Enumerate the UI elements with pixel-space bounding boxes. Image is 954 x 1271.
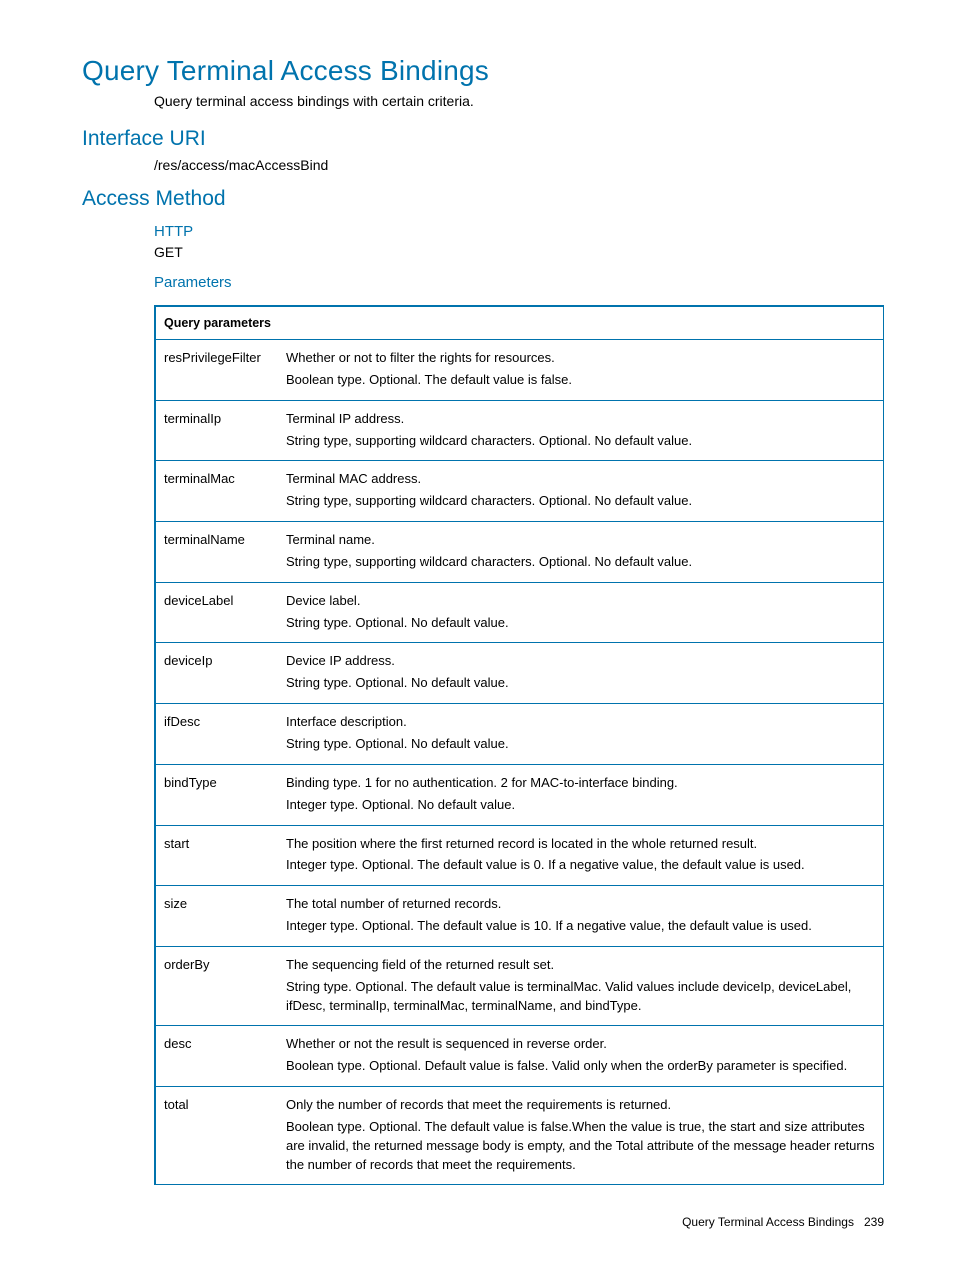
- table-row: sizeThe total number of returned records…: [156, 886, 883, 947]
- table-row: orderBy The sequencing field of the retur…: [156, 946, 883, 1026]
- table-row: bindType Binding type. 1 for no authentic…: [156, 764, 883, 825]
- parameters-heading: Parameters: [154, 274, 884, 291]
- param-description: Device label. String type. Optional. No d…: [278, 582, 883, 643]
- param-desc-line1: Terminal MAC address.: [286, 470, 875, 489]
- intro-text: Query terminal access bindings with cert…: [154, 93, 884, 109]
- param-name: total: [156, 1087, 278, 1185]
- footer-title: Query Terminal Access Bindings: [682, 1215, 854, 1229]
- param-name: resPrivilegeFilter: [156, 340, 278, 401]
- param-name: terminalMac: [156, 461, 278, 522]
- param-desc-line2: String type. Optional. No default value.: [286, 674, 875, 693]
- param-desc-line1: Whether or not the result is sequenced i…: [286, 1035, 875, 1054]
- table-row: terminalMac Terminal MAC address. String t…: [156, 461, 883, 522]
- param-desc-line1: The sequencing field of the returned res…: [286, 956, 875, 975]
- page-footer: Query Terminal Access Bindings 239: [82, 1215, 884, 1229]
- param-description: Only the number of records that meet the…: [278, 1087, 883, 1185]
- param-desc-line1: The total number of returned records.: [286, 895, 875, 914]
- param-desc-line2: String type, supporting wildcard charact…: [286, 492, 875, 511]
- param-name: ifDesc: [156, 704, 278, 765]
- param-desc-line2: Integer type. Optional. No default value…: [286, 796, 875, 815]
- param-description: The position where the first returned re…: [278, 825, 883, 886]
- param-name: deviceIp: [156, 643, 278, 704]
- param-name: terminalIp: [156, 400, 278, 461]
- param-description: Terminal MAC address. String type, suppor…: [278, 461, 883, 522]
- param-description: Interface description. String type. Optio…: [278, 704, 883, 765]
- param-desc-line2: String type, supporting wildcard charact…: [286, 553, 875, 572]
- section-interface-uri-heading: Interface URI: [82, 127, 884, 151]
- table-row: total Only the number of records that mee…: [156, 1087, 883, 1185]
- param-description: Binding type. 1 for no authentication. 2…: [278, 764, 883, 825]
- param-desc-line2: String type. Optional. No default value.: [286, 614, 875, 633]
- table-row: start The position where the first return…: [156, 825, 883, 886]
- table-row: ifDesc Interface description. String type.…: [156, 704, 883, 765]
- param-desc-line1: Interface description.: [286, 713, 875, 732]
- parameters-table-wrap: Query parameters resPrivilegeFilter Wheth…: [154, 305, 884, 1185]
- page-title: Query Terminal Access Bindings: [82, 55, 884, 87]
- param-description: Whether or not to filter the rights for …: [278, 340, 883, 401]
- table-row: terminalName Terminal name. String type, s…: [156, 522, 883, 583]
- table-row: deviceIp Device IP address. String type. O…: [156, 643, 883, 704]
- parameters-table: Query parameters resPrivilegeFilter Wheth…: [156, 307, 883, 1184]
- param-desc-line2: String type, supporting wildcard charact…: [286, 432, 875, 451]
- param-desc-line2: Boolean type. Optional. Default value is…: [286, 1057, 875, 1076]
- param-description: Terminal name. String type, supporting wi…: [278, 522, 883, 583]
- param-desc-line1: Only the number of records that meet the…: [286, 1096, 875, 1115]
- interface-uri-value: /res/access/macAccessBind: [154, 157, 884, 173]
- param-description: The total number of returned records. Int…: [278, 886, 883, 947]
- param-desc-line2: Boolean type. Optional. The default valu…: [286, 1118, 875, 1175]
- param-desc-line2: Integer type. Optional. The default valu…: [286, 917, 875, 936]
- param-desc-line2: Boolean type. Optional. The default valu…: [286, 371, 875, 390]
- table-row: terminalIp Terminal IP address. String typ…: [156, 400, 883, 461]
- param-desc-line1: Binding type. 1 for no authentication. 2…: [286, 774, 875, 793]
- param-desc-line1: Terminal IP address.: [286, 410, 875, 429]
- table-row: desc Whether or not the result is sequenc…: [156, 1026, 883, 1087]
- param-name: bindType: [156, 764, 278, 825]
- param-name: size: [156, 886, 278, 947]
- param-desc-line1: The position where the first returned re…: [286, 835, 875, 854]
- param-description: Device IP address. String type. Optional.…: [278, 643, 883, 704]
- table-header: Query parameters: [156, 307, 883, 340]
- param-desc-line1: Whether or not to filter the rights for …: [286, 349, 875, 368]
- param-desc-line2: Integer type. Optional. The default valu…: [286, 856, 875, 875]
- param-name: terminalName: [156, 522, 278, 583]
- param-description: Whether or not the result is sequenced i…: [278, 1026, 883, 1087]
- param-name: deviceLabel: [156, 582, 278, 643]
- param-desc-line1: Terminal name.: [286, 531, 875, 550]
- param-desc-line2: String type. Optional. No default value.: [286, 735, 875, 754]
- param-name: start: [156, 825, 278, 886]
- param-desc-line1: Device label.: [286, 592, 875, 611]
- table-row: resPrivilegeFilter Whether or not to filt…: [156, 340, 883, 401]
- http-heading: HTTP: [154, 223, 884, 240]
- param-desc-line1: Device IP address.: [286, 652, 875, 671]
- param-description: The sequencing field of the returned res…: [278, 946, 883, 1026]
- param-name: orderBy: [156, 946, 278, 1026]
- footer-page-number: 239: [864, 1215, 884, 1229]
- section-access-method-heading: Access Method: [82, 187, 884, 211]
- param-name: desc: [156, 1026, 278, 1087]
- param-desc-line2: String type. Optional. The default value…: [286, 978, 875, 1016]
- document-page: Query Terminal Access Bindings Query ter…: [0, 0, 954, 1269]
- param-description: Terminal IP address. String type, support…: [278, 400, 883, 461]
- http-method: GET: [154, 244, 884, 260]
- table-row: deviceLabel Device label. String type. Opt…: [156, 582, 883, 643]
- table-header-row: Query parameters: [156, 307, 883, 340]
